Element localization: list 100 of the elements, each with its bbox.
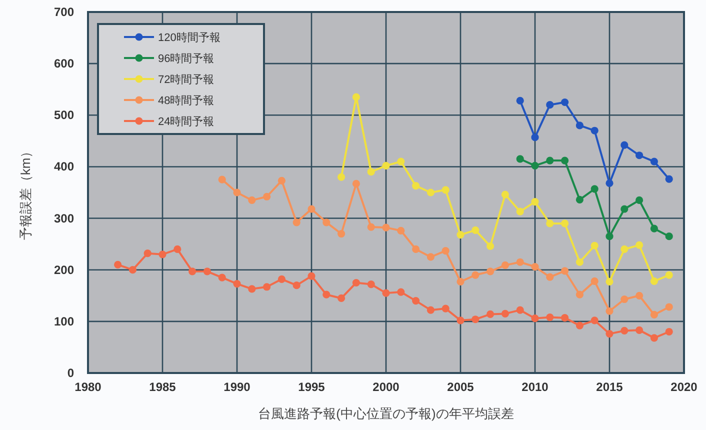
point — [650, 310, 658, 319]
point — [382, 289, 390, 297]
point — [650, 158, 658, 166]
point — [606, 232, 614, 240]
point — [382, 162, 390, 170]
point — [606, 330, 614, 338]
point — [322, 218, 330, 226]
point — [590, 277, 598, 286]
point — [531, 162, 539, 170]
point — [233, 188, 241, 196]
point — [650, 224, 658, 232]
point — [382, 224, 390, 232]
point — [352, 278, 360, 287]
point — [665, 271, 673, 279]
point — [516, 96, 524, 105]
legend-label: 24時間予報 — [158, 115, 214, 128]
y-axis-title: 予報誤差（km） — [18, 144, 33, 240]
point — [501, 190, 509, 198]
point — [158, 250, 166, 258]
point — [352, 180, 360, 188]
point — [636, 292, 644, 300]
point — [188, 268, 196, 276]
point — [292, 218, 300, 226]
x-tick-label: 2000 — [372, 380, 400, 394]
point — [218, 176, 226, 184]
point — [456, 230, 464, 239]
point — [426, 306, 434, 314]
point — [486, 268, 494, 276]
point — [516, 208, 524, 216]
point — [531, 134, 539, 142]
point — [546, 220, 554, 228]
point — [442, 186, 450, 194]
point — [561, 267, 569, 275]
point — [397, 158, 405, 166]
point — [322, 290, 330, 298]
point — [620, 205, 628, 213]
y-tick-label: 500 — [54, 108, 74, 122]
x-tick-label: 2010 — [522, 380, 549, 394]
point — [442, 304, 450, 312]
point — [352, 93, 360, 101]
x-tick-label: 2020 — [670, 380, 698, 394]
point — [620, 295, 628, 304]
point — [397, 288, 405, 296]
point — [472, 316, 480, 324]
x-tick-label: 2015 — [596, 380, 624, 394]
point — [263, 192, 271, 200]
point — [561, 220, 569, 228]
x-axis-title: 台風進路予報(中心位置の予報)の年平均誤差 — [258, 406, 514, 421]
point — [486, 242, 494, 250]
point — [636, 196, 644, 204]
point — [576, 122, 584, 130]
point — [665, 328, 673, 336]
point — [590, 316, 598, 324]
point — [590, 185, 598, 193]
x-tick-label: 1985 — [149, 380, 176, 394]
point — [516, 155, 524, 163]
point — [218, 274, 226, 282]
point — [576, 322, 584, 330]
legend-label: 96時間予報 — [158, 52, 214, 65]
point — [516, 306, 524, 314]
point — [338, 230, 346, 238]
x-tick-label: 2005 — [447, 380, 474, 394]
point — [546, 101, 554, 109]
point — [576, 290, 584, 298]
point — [308, 205, 316, 213]
x-tick-label: 1980 — [74, 380, 102, 394]
point — [606, 278, 614, 286]
point — [263, 283, 271, 291]
legend-label: 72時間予報 — [158, 73, 214, 86]
point — [531, 198, 539, 206]
point — [338, 294, 346, 302]
x-tick-label: 1990 — [224, 380, 251, 394]
point — [456, 278, 464, 286]
point — [636, 241, 644, 249]
point — [650, 277, 658, 286]
point — [144, 250, 152, 258]
point — [456, 316, 464, 324]
y-tick-label: 600 — [54, 56, 74, 71]
point — [561, 314, 569, 322]
point — [501, 261, 509, 270]
point — [426, 188, 434, 196]
point — [576, 196, 584, 204]
point — [248, 285, 256, 293]
point — [636, 152, 644, 160]
point — [486, 310, 494, 318]
point — [472, 271, 480, 279]
point — [426, 253, 434, 261]
point — [620, 326, 628, 335]
point — [472, 226, 480, 234]
legend-label: 120時間予報 — [158, 31, 220, 44]
y-tick-label: 700 — [54, 5, 74, 19]
point — [442, 246, 450, 255]
point — [397, 226, 405, 234]
point — [412, 245, 420, 254]
point — [114, 260, 122, 268]
point — [590, 242, 598, 250]
point — [665, 232, 673, 240]
point — [620, 245, 628, 254]
y-tick-label: 200 — [54, 262, 74, 277]
point — [203, 268, 211, 276]
